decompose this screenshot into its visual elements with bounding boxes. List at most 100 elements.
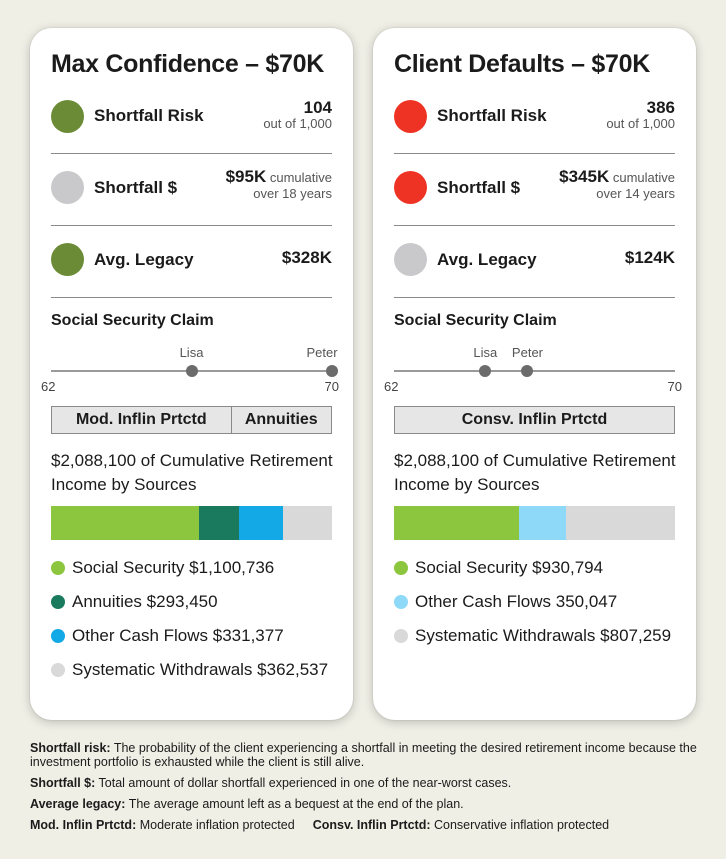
claim-label-peter: Peter — [306, 345, 338, 360]
footnote-text: The average amount left as a bequest at … — [128, 797, 464, 811]
social-security-title: Social Security Claim — [51, 312, 214, 329]
legend-label: Annuities $293,450 — [72, 592, 218, 611]
strategy-cell: Consv. Inflin Prtctd — [461, 411, 608, 428]
income-legend: Social Security $930,794 Other Cash Flows… — [394, 556, 684, 658]
scenario-card-client-defaults: Client Defaults – $70K Shortfall Risk 38… — [373, 28, 696, 720]
metric-label: Shortfall Risk — [437, 106, 547, 125]
claim-point-lisa — [479, 365, 492, 377]
footnote-term: Shortfall risk: — [30, 741, 111, 755]
scenario-card-max-confidence: Max Confidence – $70K Shortfall Risk 104… — [30, 28, 353, 720]
legend-label: Social Security $1,100,736 — [72, 558, 275, 577]
divider — [51, 153, 332, 154]
footnote-shortfall-dollars: Shortfall $: Total amount of dollar shor… — [30, 776, 700, 790]
legend-dot-icon — [51, 663, 65, 677]
claim-point-peter — [326, 365, 338, 377]
income-bar-segment — [394, 506, 520, 540]
legend-item: Annuities $293,450 — [51, 590, 341, 614]
income-bar-segment — [238, 506, 284, 540]
metric-number: $124K — [624, 248, 675, 267]
claim-label-lisa: Lisa — [179, 345, 204, 360]
legend-label: Other Cash Flows 350,047 — [415, 592, 618, 611]
metric-number: $328K — [281, 248, 332, 267]
legend-item: Social Security $930,794 — [394, 556, 684, 580]
timeline-max-label: 70 — [324, 379, 339, 394]
timeline-axis — [394, 370, 675, 372]
claim-point-lisa — [185, 365, 198, 377]
income-bar-segment — [519, 506, 567, 540]
card-title: Max Confidence – $70K — [51, 50, 324, 78]
legend-item: Other Cash Flows 350,047 — [394, 590, 684, 614]
metric-shortfall-dollars: Shortfall $ $95K cumulative over 18 years — [51, 153, 332, 225]
metric-value: 104 out of 1,000 — [263, 99, 332, 132]
footnote-shortfall-risk: Shortfall risk: The probability of the c… — [30, 741, 700, 769]
income-title: $2,088,100 of Cumulative Retirement Inco… — [51, 451, 333, 494]
footnote-average-legacy: Average legacy: The average amount left … — [30, 797, 700, 811]
footnote-term: Shortfall $: — [30, 776, 96, 790]
legend-item: Systematic Withdrawals $807,259 — [394, 624, 684, 648]
footnote-text: Moderate inflation protected — [139, 818, 295, 832]
footnote-term: Mod. Inflin Prtctd: — [30, 818, 137, 832]
metric-value: 386 out of 1,000 — [606, 98, 675, 132]
footnote-term: Consv. Inflin Prtctd: — [312, 818, 431, 832]
metric-note: cumulative — [612, 170, 675, 185]
timeline-max-label: 70 — [667, 379, 682, 394]
metric-number: $95K — [225, 167, 267, 186]
metric-note: out of 1,000 — [263, 116, 332, 131]
status-dot-icon — [394, 171, 427, 204]
status-dot-icon — [51, 243, 84, 276]
legend-label: Systematic Withdrawals $362,537 — [72, 660, 329, 679]
metric-number: $345K — [559, 167, 610, 186]
metric-value: $124K — [624, 248, 675, 267]
metric-label: Shortfall $ — [437, 178, 521, 197]
metric-shortfall-risk: Shortfall Risk 104 out of 1,000 — [51, 98, 332, 153]
metric-label: Shortfall $ — [94, 178, 178, 197]
metric-number: 386 — [646, 98, 675, 117]
income-stacked-bar — [51, 506, 332, 540]
legend-dot-icon — [51, 561, 65, 575]
footnote-text: The probability of the client experienci… — [30, 741, 697, 769]
income-bar-segment — [199, 506, 239, 540]
metric-note-2: over 14 years — [596, 186, 675, 201]
income-stacked-bar — [394, 506, 675, 540]
metric-note: out of 1,000 — [606, 116, 675, 131]
status-dot-icon — [394, 243, 427, 276]
claim-label-lisa: Lisa — [473, 345, 498, 360]
legend-dot-icon — [394, 595, 408, 609]
income-bar-segment — [283, 506, 332, 540]
metric-shortfall-risk: Shortfall Risk 386 out of 1,000 — [394, 98, 675, 153]
income-bar-segment — [566, 506, 675, 540]
claim-label-peter: Peter — [511, 345, 544, 360]
metric-value: $345K cumulative over 14 years — [559, 167, 675, 202]
metric-label: Avg. Legacy — [437, 250, 537, 269]
strategy-box: Consv. Inflin Prtctd — [394, 406, 675, 434]
footnotes: Shortfall risk: The probability of the c… — [30, 741, 700, 839]
metric-shortfall-dollars: Shortfall $ $345K cumulative over 14 year… — [394, 153, 675, 225]
divider — [394, 153, 675, 154]
divider — [394, 297, 675, 298]
legend-item: Social Security $1,100,736 — [51, 556, 341, 580]
metric-value: $95K cumulative over 18 years — [225, 167, 332, 202]
footnote-text: Total amount of dollar shortfall experie… — [98, 776, 512, 790]
divider — [51, 297, 332, 298]
social-security-title: Social Security Claim — [394, 312, 557, 329]
footnote-consv-inflation: Consv. Inflin Prtctd: Conservative infla… — [313, 818, 609, 832]
legend-label: Systematic Withdrawals $807,259 — [415, 626, 672, 645]
legend-label: Other Cash Flows $331,377 — [72, 626, 284, 645]
legend-dot-icon — [51, 629, 65, 643]
status-dot-icon — [394, 100, 427, 133]
income-bar-segment — [51, 506, 200, 540]
divider — [51, 225, 332, 226]
legend-dot-icon — [394, 629, 408, 643]
metric-label: Avg. Legacy — [94, 250, 194, 269]
metric-avg-legacy: Avg. Legacy $124K — [394, 225, 675, 297]
footnote-mod-inflation: Mod. Inflin Prtctd: Moderate inflation p… — [30, 818, 295, 832]
footnote-text: Conservative inflation protected — [434, 818, 610, 832]
claim-point-peter — [521, 365, 534, 377]
legend-item: Systematic Withdrawals $362,537 — [51, 658, 341, 682]
divider — [394, 225, 675, 226]
metric-avg-legacy: Avg. Legacy $328K — [51, 225, 332, 297]
timeline-min-label: 62 — [384, 379, 399, 394]
legend-dot-icon — [51, 595, 65, 609]
strategy-box: Mod. Inflin Prtctd Annuities — [51, 406, 332, 434]
status-dot-icon — [51, 100, 84, 133]
